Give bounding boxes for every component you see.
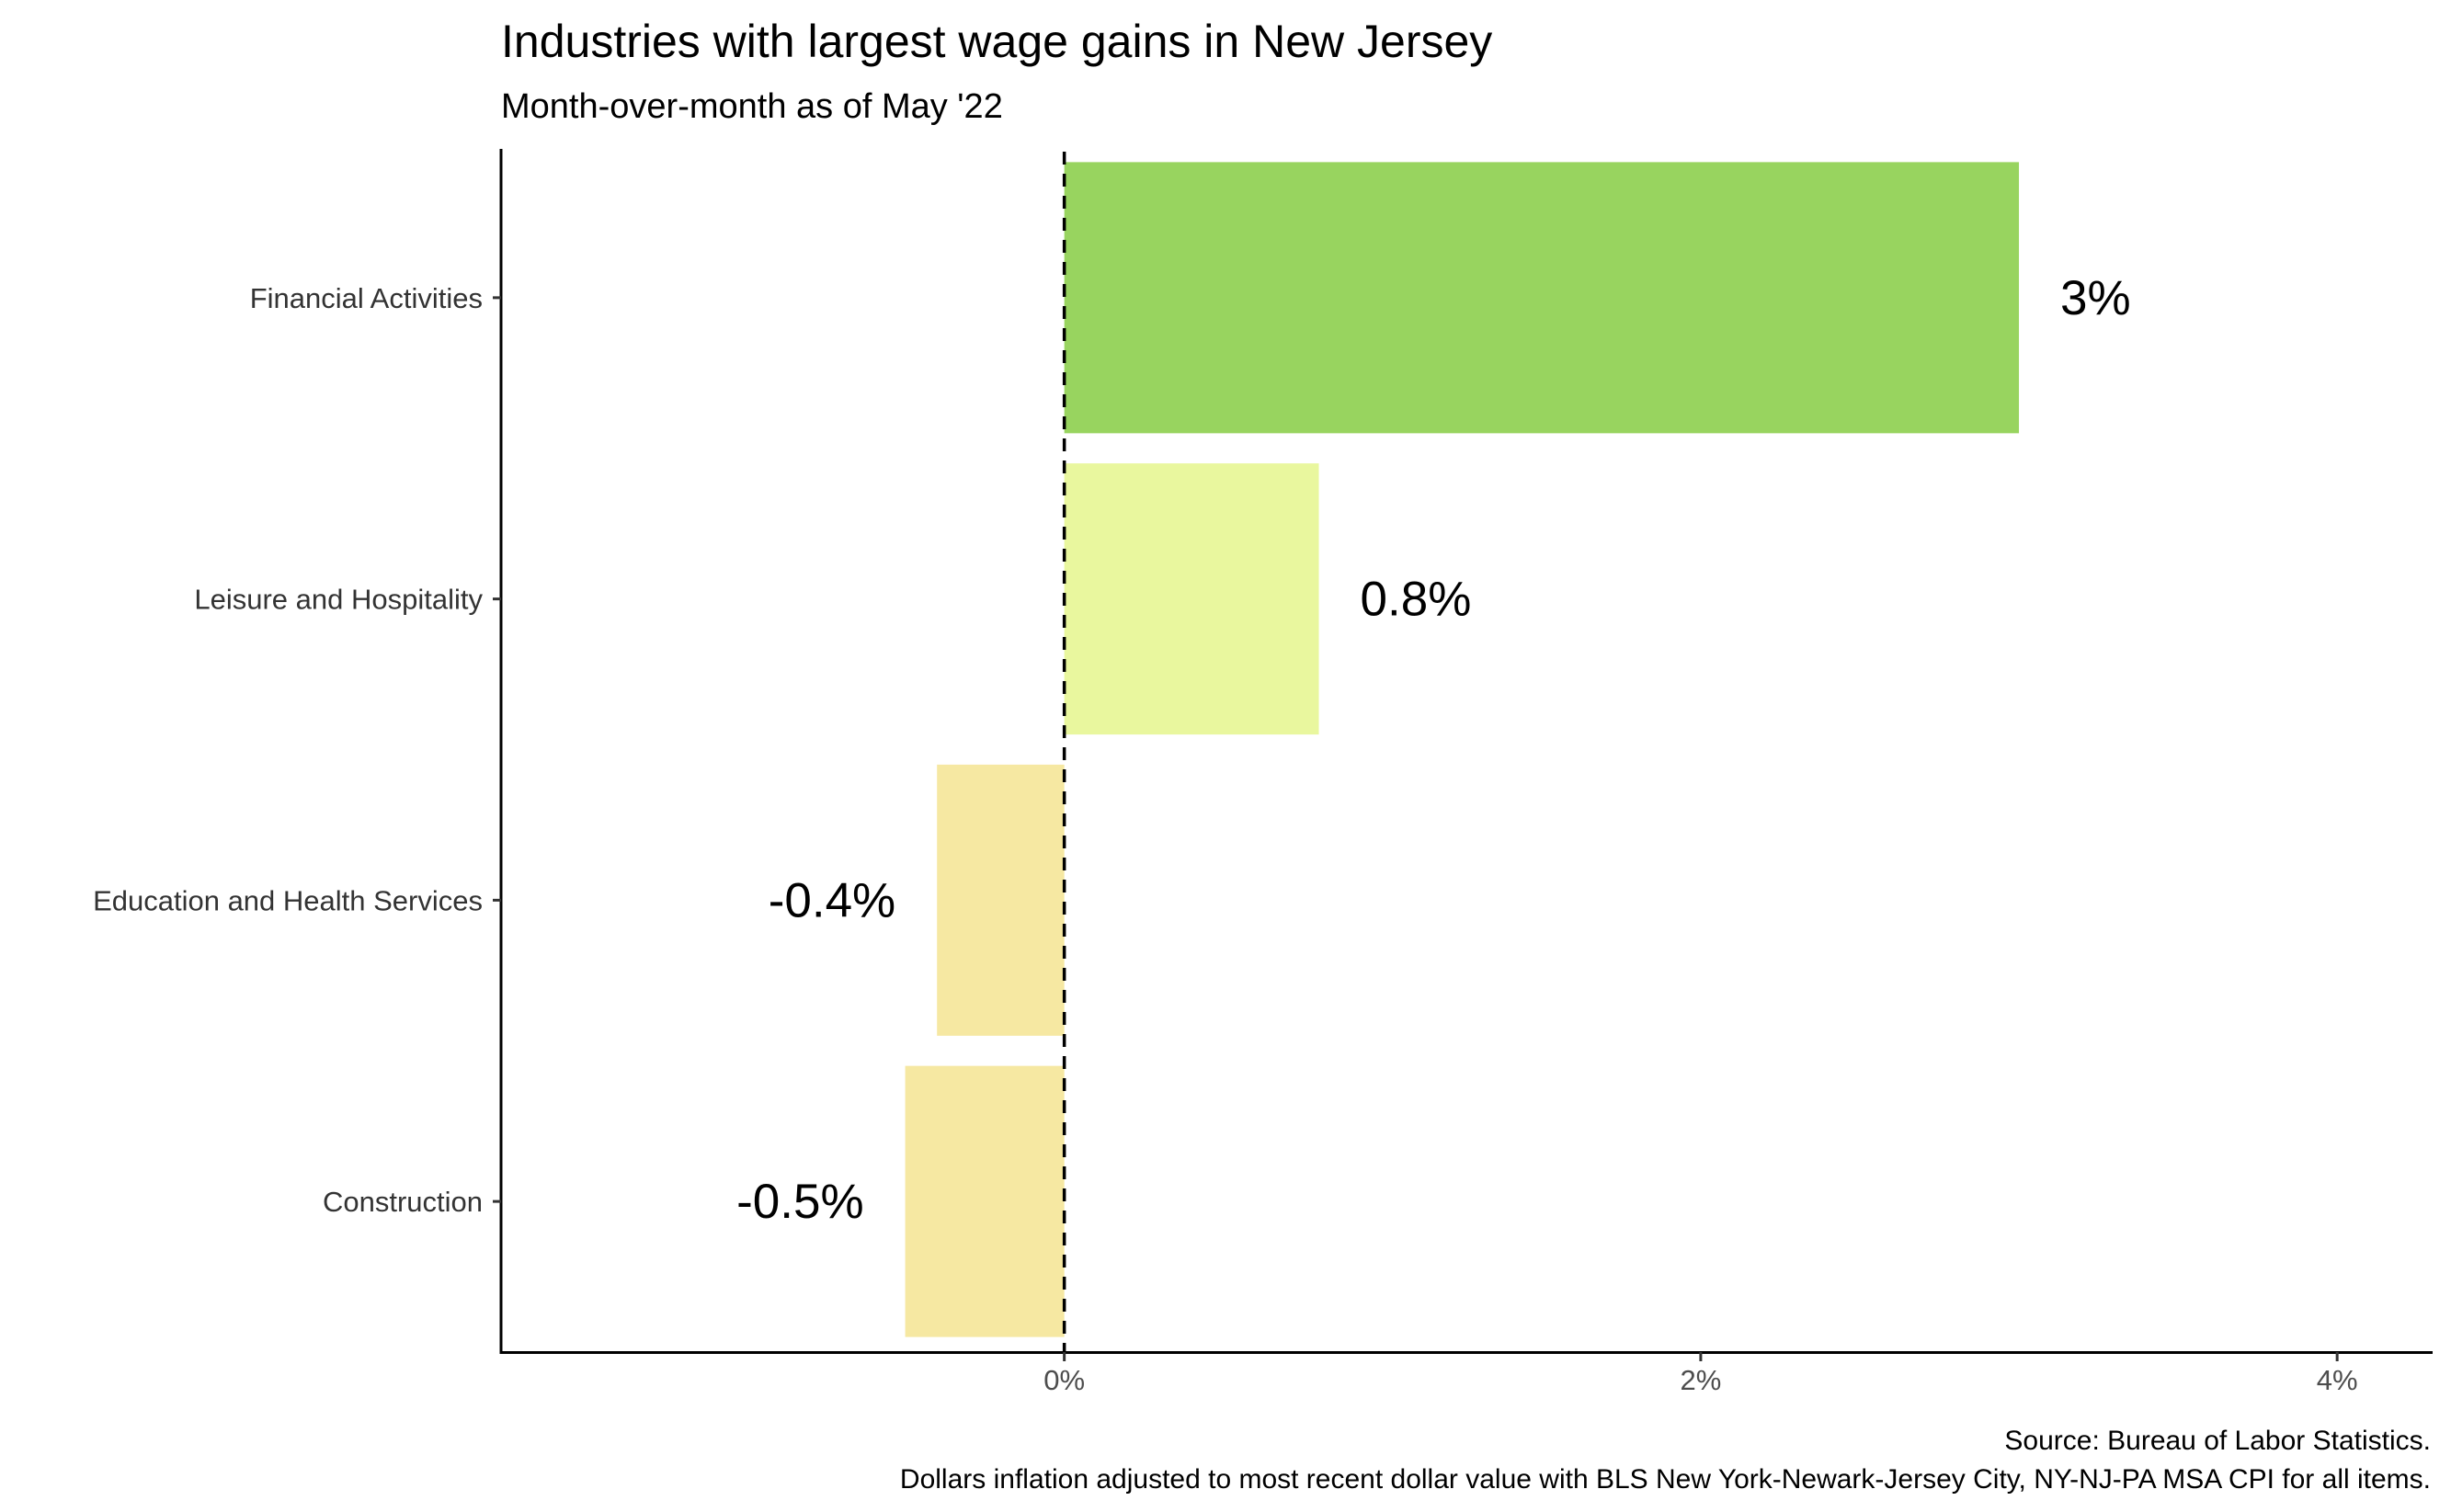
caption-note: Dollars inflation adjusted to most recen… (900, 1464, 2431, 1495)
x-tick-label: 4% (2317, 1364, 2358, 1396)
chart-subtitle: Month-over-month as of May '22 (501, 87, 1003, 126)
value-label-leisure-and-hospitality: 0.8% (1361, 573, 1472, 627)
y-axis-ticks: Financial Activities Leisure and Hospital… (93, 282, 501, 1218)
value-label-education-and-health-services: -0.4% (769, 873, 895, 927)
y-tick-label-education-and-health-services: Education and Health Services (93, 884, 483, 916)
x-tick-label: 2% (1680, 1364, 1721, 1396)
y-tick-label-financial-activities: Financial Activities (250, 282, 483, 314)
x-tick-label: 0% (1043, 1364, 1085, 1396)
value-label-construction: -0.5% (736, 1175, 863, 1229)
labels-group: 3% 0.8% -0.4% -0.5% (736, 271, 2131, 1229)
bars-group (905, 162, 2020, 1337)
chart-caption: Source: Bureau of Labor Statistics. Doll… (900, 1426, 2431, 1495)
bar-education-and-health-services (937, 764, 1065, 1036)
bar-leisure-and-hospitality (1064, 463, 1319, 735)
chart-title: Industries with largest wage gains in Ne… (501, 16, 1492, 67)
bar-financial-activities (1064, 162, 2020, 434)
bar-construction (905, 1065, 1065, 1337)
caption-source: Source: Bureau of Labor Statistics. (2004, 1426, 2431, 1456)
x-axis-ticks: 0% 2% 4% (1043, 1352, 2358, 1396)
value-label-financial-activities: 3% (2060, 271, 2131, 325)
y-tick-label-leisure-and-hospitality: Leisure and Hospitality (194, 584, 483, 616)
y-tick-label-construction: Construction (323, 1186, 483, 1218)
